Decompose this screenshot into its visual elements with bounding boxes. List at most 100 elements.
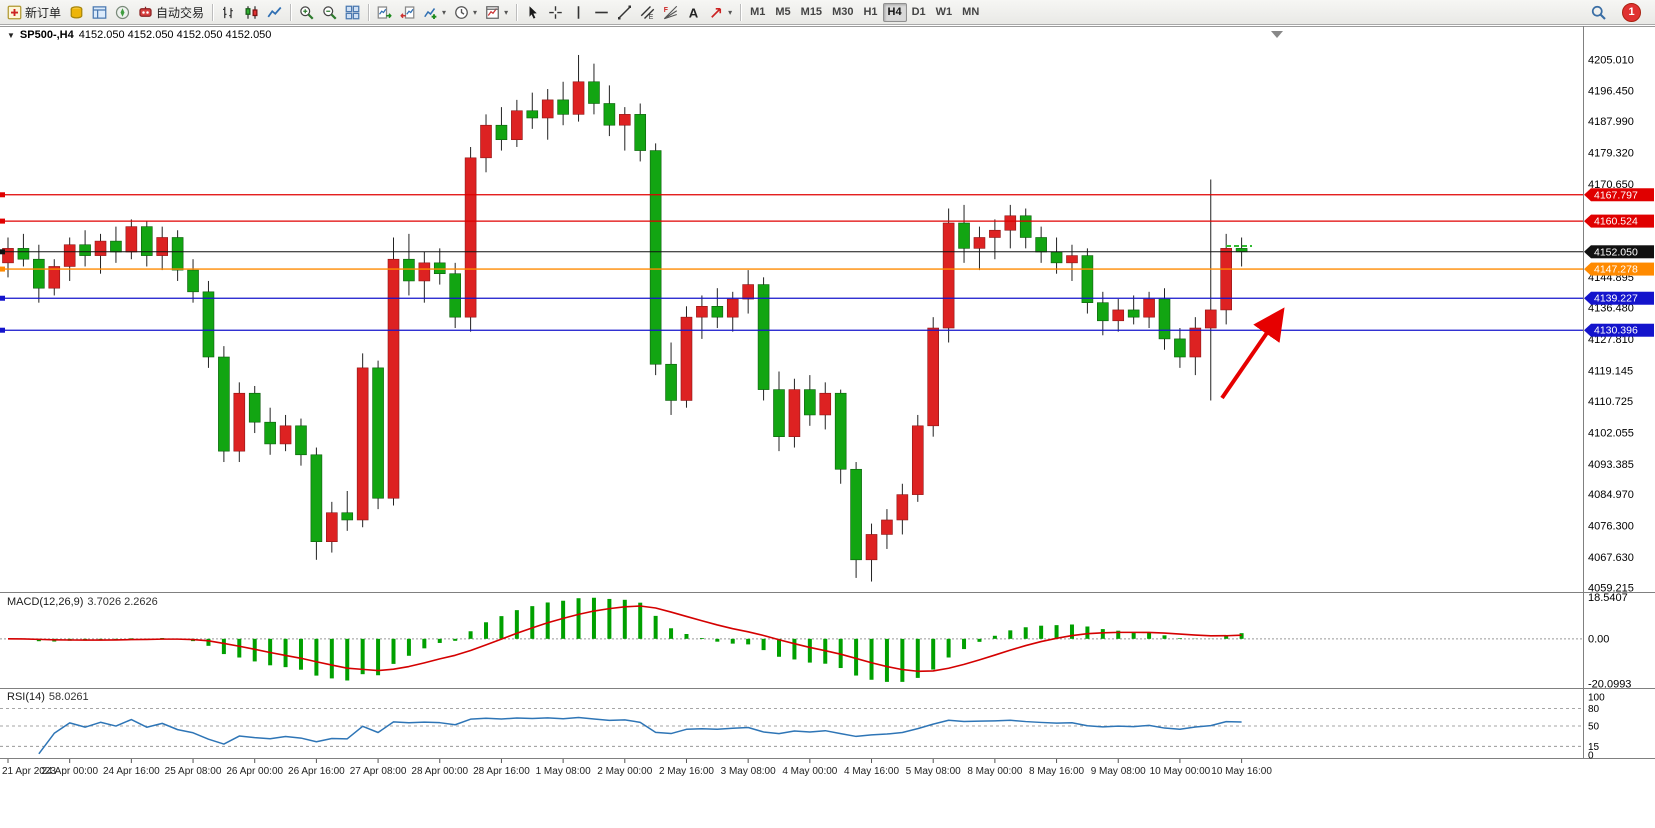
candle-down bbox=[711, 305, 724, 318]
price-axis-tick: 4076.300 bbox=[1588, 521, 1634, 533]
toolbar-separator bbox=[740, 3, 742, 21]
red-arrow-annotation[interactable] bbox=[1220, 307, 1285, 400]
chart-canvas[interactable]: 4205.010 4196.450 4187.990 4179.320 4170.650… bbox=[0, 26, 1655, 828]
timeframe-h1-button[interactable]: H1 bbox=[858, 3, 882, 22]
price-axis-tick: 4059.215 bbox=[1588, 583, 1634, 595]
data-window-button[interactable] bbox=[88, 2, 111, 23]
svg-text:F: F bbox=[664, 6, 668, 13]
candle-down bbox=[588, 81, 600, 104]
zoom-out-icon bbox=[322, 5, 337, 20]
candle-up bbox=[726, 298, 739, 318]
time-axis-label: 10 May 16:00 bbox=[1211, 766, 1272, 777]
timeframe-mn-button[interactable]: MN bbox=[957, 3, 984, 22]
candle-up bbox=[911, 425, 924, 495]
equidistant-channel-button[interactable]: E bbox=[636, 2, 659, 23]
chart-shift-marker[interactable] bbox=[1271, 31, 1283, 38]
arrows-button[interactable]: ▾ bbox=[705, 2, 736, 23]
price-axis-tick: 4136.480 bbox=[1588, 303, 1634, 315]
time-axis-label: 8 May 00:00 bbox=[967, 766, 1022, 777]
timeframe-m5-button[interactable]: M5 bbox=[770, 3, 795, 22]
timeframe-d1-button[interactable]: D1 bbox=[907, 3, 931, 22]
tile-windows-button[interactable] bbox=[341, 2, 364, 23]
auto-trade-button-label: 自动交易 bbox=[156, 5, 205, 20]
zoom-out-button[interactable] bbox=[318, 2, 341, 23]
market-watch-button[interactable] bbox=[65, 2, 88, 23]
bar-chart-button[interactable] bbox=[217, 2, 240, 23]
bar-chart-icon bbox=[221, 5, 236, 20]
time-axis-label: 5 May 08:00 bbox=[906, 766, 961, 777]
toolbar: 新订单 自动交易 ▾ ▾ ▾ E F A ▾ M1 M5 M15 M30 H1 H4 D1 W1 MN 1 bbox=[0, 0, 1655, 25]
symbol-period-label: SP500-,H4 bbox=[19, 29, 74, 41]
candle-up bbox=[618, 114, 631, 126]
candle-up bbox=[896, 494, 909, 521]
candle-chart-button[interactable] bbox=[240, 2, 263, 23]
cursor-button[interactable] bbox=[521, 2, 544, 23]
indicators-button[interactable]: ▾ bbox=[419, 2, 450, 23]
auto-trade-button[interactable]: 自动交易 bbox=[134, 2, 208, 23]
candle-down bbox=[218, 356, 230, 452]
chevron-down-icon: ▾ bbox=[473, 7, 478, 17]
line-edge-marker bbox=[0, 266, 5, 272]
notification-badge: 1 bbox=[1622, 2, 1641, 22]
price-axis-tick: 4067.630 bbox=[1588, 552, 1634, 564]
candle-up bbox=[1143, 298, 1155, 318]
tile-windows-icon bbox=[345, 5, 360, 20]
horizontal-line-button[interactable] bbox=[590, 2, 613, 23]
candle-up bbox=[125, 226, 138, 253]
trendline-icon bbox=[617, 5, 632, 20]
candle-down bbox=[958, 222, 970, 249]
candle-down bbox=[1235, 248, 1248, 253]
price-label-4147.278: 4147.278 bbox=[1584, 262, 1654, 276]
timeframe-m1-button[interactable]: M1 bbox=[745, 3, 770, 22]
price-axis-tick: 4170.650 bbox=[1588, 179, 1634, 191]
collapse-chart-icon[interactable]: ▼ bbox=[7, 30, 15, 40]
candle-down bbox=[1081, 255, 1094, 303]
text-icon: A bbox=[686, 5, 701, 20]
search-button[interactable] bbox=[1587, 2, 1610, 23]
new-order-icon bbox=[7, 5, 22, 20]
vertical-line-button[interactable] bbox=[567, 2, 590, 23]
rsi-axis-tick: 15 bbox=[1588, 742, 1600, 753]
text-button[interactable]: A bbox=[682, 2, 705, 23]
svg-text:4130.396: 4130.396 bbox=[1594, 325, 1638, 337]
price-axis-tick: 4110.725 bbox=[1588, 396, 1633, 408]
candle-up bbox=[541, 99, 554, 119]
candle-down bbox=[372, 367, 384, 499]
trendline-button[interactable] bbox=[613, 2, 636, 23]
line-chart-button[interactable] bbox=[263, 2, 286, 23]
macd-title: MACD(12,26,9) bbox=[7, 596, 84, 608]
new-order-button[interactable]: 新订单 bbox=[3, 2, 65, 23]
price-axis-tick: 4187.990 bbox=[1588, 116, 1634, 128]
rsi-axis-tick: 100 bbox=[1588, 693, 1605, 704]
templates-button[interactable]: ▾ bbox=[481, 2, 512, 23]
candle-up bbox=[973, 237, 986, 249]
svg-text:4147.278: 4147.278 bbox=[1594, 264, 1638, 276]
timeframe-m30-button[interactable]: M30 bbox=[827, 3, 858, 22]
zoom-in-button[interactable] bbox=[295, 2, 318, 23]
candle-up bbox=[696, 305, 708, 318]
notification-button[interactable]: 1 bbox=[1618, 2, 1645, 23]
candle-down bbox=[140, 226, 153, 256]
periods-button[interactable]: ▾ bbox=[450, 2, 481, 23]
navigator-button[interactable] bbox=[111, 2, 134, 23]
timeframe-w1-button[interactable]: W1 bbox=[931, 3, 958, 22]
timeframe-h4-button[interactable]: H4 bbox=[882, 2, 907, 22]
candle-down bbox=[248, 392, 261, 423]
crosshair-button[interactable] bbox=[544, 2, 567, 23]
time-axis-label: 24 Apr 16:00 bbox=[103, 766, 160, 777]
chart-shift-button[interactable] bbox=[396, 2, 419, 23]
candle-down bbox=[850, 468, 862, 561]
line-edge-marker bbox=[0, 249, 5, 255]
candle-up bbox=[572, 81, 585, 115]
candles-layer bbox=[2, 54, 1248, 582]
rsi-line bbox=[38, 716, 1242, 755]
chevron-down-icon: ▾ bbox=[442, 7, 447, 17]
candle-up bbox=[865, 534, 878, 561]
time-axis-label: 2 May 16:00 bbox=[659, 766, 714, 777]
price-axis-tick: 4205.010 bbox=[1588, 55, 1634, 67]
timeframe-m15-button[interactable]: M15 bbox=[796, 3, 827, 22]
auto-scroll-button[interactable] bbox=[373, 2, 396, 23]
fibonacci-button[interactable]: F bbox=[659, 2, 682, 23]
candle-chart-icon bbox=[244, 5, 259, 20]
